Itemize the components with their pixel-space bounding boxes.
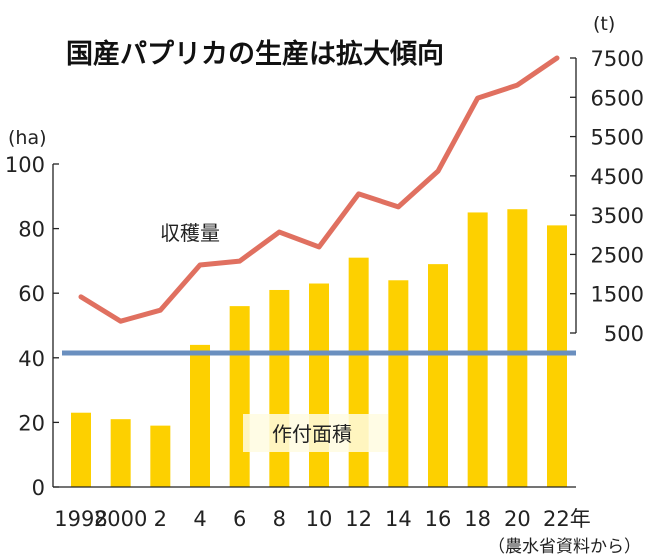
bar-2022 [547, 225, 567, 487]
right-tick-label-4500: 4500 [591, 165, 644, 189]
right-tick-label-6500: 6500 [591, 86, 644, 110]
x-tick-label-2012: 12 [345, 507, 372, 531]
bar-series-label: 作付面積 [272, 422, 352, 446]
x-tick-label-2006: 6 [233, 507, 246, 531]
x-tick-label-2020: 20 [504, 507, 531, 531]
bar-2014 [388, 280, 409, 487]
left-tick-label-40: 40 [18, 347, 45, 371]
x-tick-label-2010: 10 [306, 507, 333, 531]
bar-2006 [229, 306, 250, 487]
x-tick-label-2004: 4 [193, 507, 206, 531]
line-series-label: 収穫量 [160, 221, 220, 245]
x-tick-label-2018: 18 [464, 507, 491, 531]
bar-2002 [150, 425, 171, 487]
x-tick-label-2022: 22年 [543, 507, 591, 531]
x-tick-label-1998: 1998 [54, 507, 107, 531]
bar-1998 [71, 412, 91, 487]
right-axis-unit: (t) [593, 13, 615, 35]
bar-2012 [348, 257, 369, 487]
left-axis-unit: (ha) [8, 127, 47, 149]
right-tick-label-2500: 2500 [591, 243, 644, 267]
right-tick-label-7500: 7500 [591, 47, 644, 71]
bar-2020 [507, 209, 528, 487]
bar-2008 [269, 289, 290, 487]
chart-title: 国産パプリカの生産は拡大傾向 [66, 38, 444, 70]
right-tick-label-500: 500 [604, 322, 644, 346]
right-tick-label-1500: 1500 [591, 283, 644, 307]
x-tick-label-2014: 14 [385, 507, 412, 531]
bar-2000 [110, 419, 131, 487]
left-tick-label-0: 0 [32, 476, 45, 500]
x-tick-label-2002: 2 [154, 507, 167, 531]
bar-2018 [467, 212, 488, 487]
left-tick-label-20: 20 [18, 411, 45, 435]
bar-2004 [190, 344, 210, 487]
left-tick-label-80: 80 [18, 218, 45, 242]
x-tick-label-2008: 8 [273, 507, 286, 531]
bar-series-label-bg [243, 414, 388, 452]
x-tick-label-2016: 16 [425, 507, 452, 531]
bar-2016 [428, 264, 448, 487]
x-tick-label-2000: 2000 [94, 507, 147, 531]
source-note: （農水省資料から） [488, 537, 641, 557]
left-tick-label-100: 100 [5, 153, 45, 177]
right-tick-label-5500: 5500 [591, 126, 644, 150]
right-tick-label-3500: 3500 [591, 204, 644, 228]
bar-2010 [309, 283, 329, 487]
left-tick-label-60: 60 [18, 282, 45, 306]
